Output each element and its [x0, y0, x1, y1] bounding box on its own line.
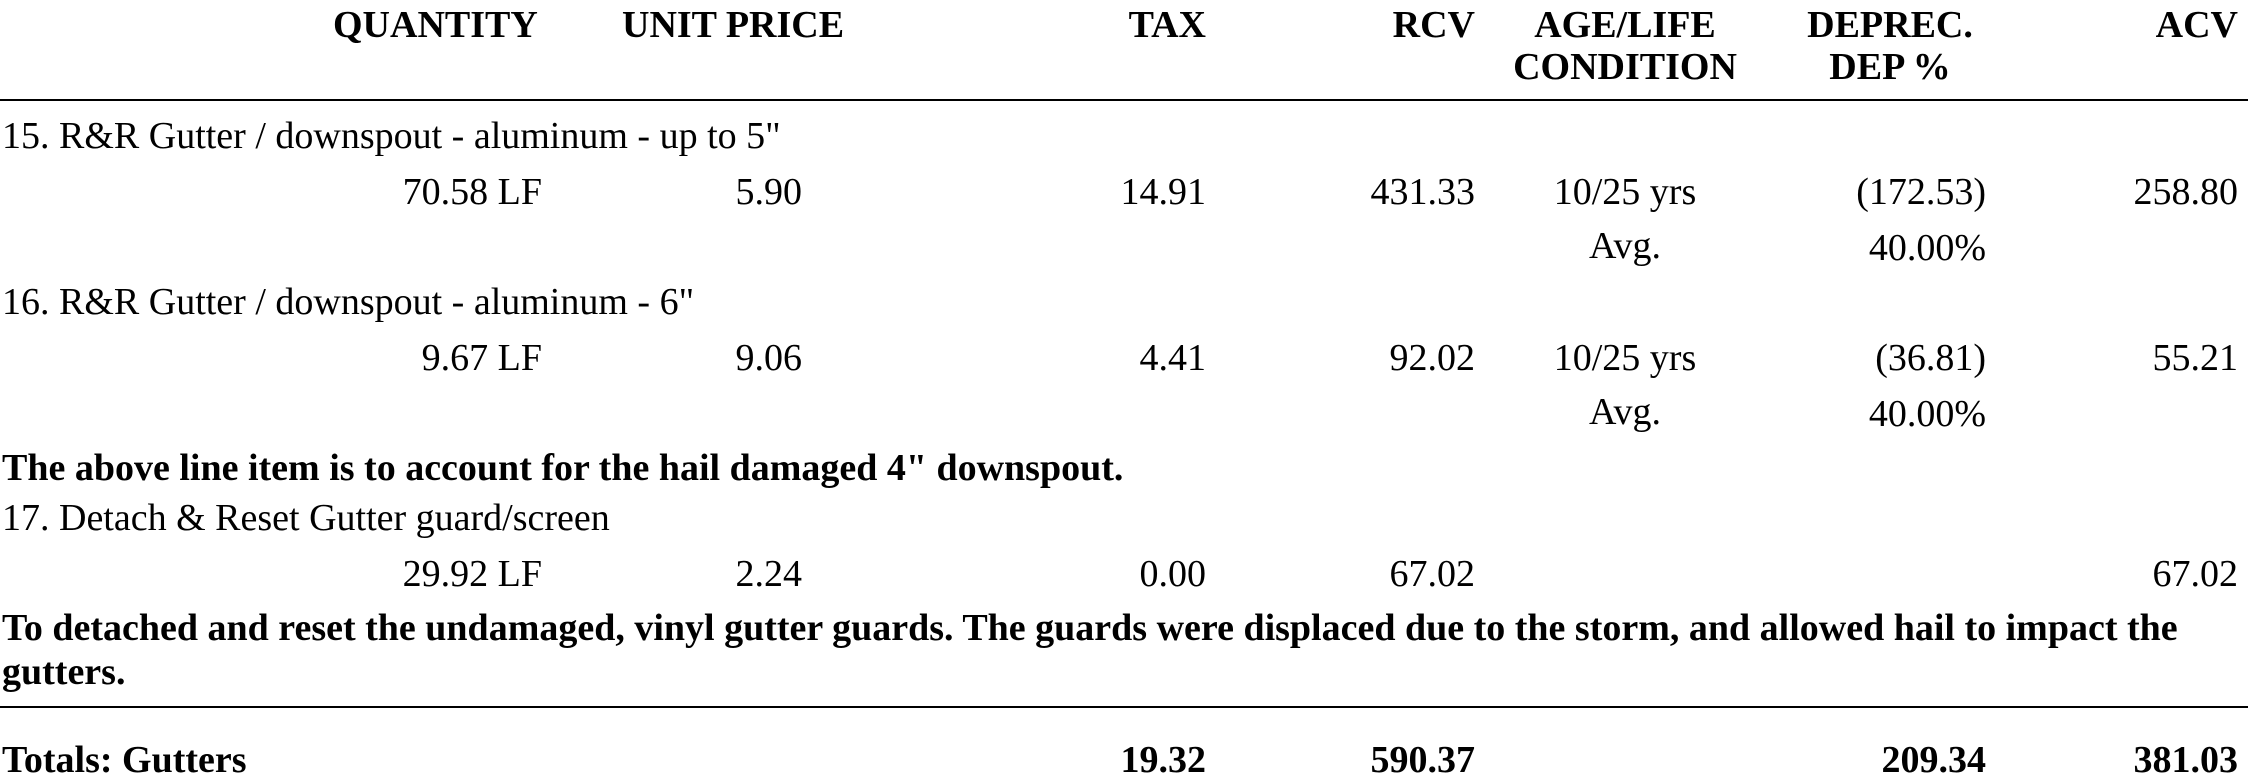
- totals-label: Totals: Gutters: [2, 739, 247, 781]
- header-acv: ACV: [2155, 4, 2238, 46]
- header-tax: TAX: [1128, 4, 1206, 46]
- item-16-condition: Avg.: [1588, 391, 1662, 433]
- item-16-unit-price: 9.06: [735, 337, 803, 379]
- item-16-rcv: 92.02: [1389, 337, 1476, 379]
- item-15-age-life: 10/25 yrs: [1553, 171, 1697, 213]
- item-17-quantity: 29.92 LF: [402, 553, 542, 595]
- item-15-condition: Avg.: [1588, 225, 1662, 267]
- header-age-life-line2: CONDITION: [1513, 46, 1737, 88]
- header-age-life-line1: AGE/LIFE: [1534, 4, 1716, 46]
- totals-deprec: 209.34: [1881, 739, 1987, 781]
- totals-tax: 19.32: [1120, 739, 1207, 781]
- header-deprec-line2: DEP %: [1829, 46, 1951, 88]
- item-15-description: 15. R&R Gutter / downspout - aluminum - …: [2, 115, 781, 157]
- item-15-deprec: (172.53): [1856, 171, 1986, 213]
- totals-divider: [0, 706, 2248, 708]
- item-15-acv: 258.80: [2133, 171, 2239, 213]
- header-age-life: AGE/LIFE CONDITION: [1500, 4, 1750, 88]
- header-divider: [0, 99, 2248, 101]
- item-15-tax: 14.91: [1120, 171, 1207, 213]
- item-17-acv: 67.02: [2152, 553, 2239, 595]
- item-15-dep-pct: 40.00%: [1868, 227, 1986, 269]
- item-16-acv: 55.21: [2152, 337, 2239, 379]
- item-16-note: The above line item is to account for th…: [2, 447, 1124, 489]
- item-17-note: To detached and reset the undamaged, vin…: [2, 607, 2178, 693]
- header-deprec: DEPREC. DEP %: [1790, 4, 1990, 88]
- item-16-age-life: 10/25 yrs: [1553, 337, 1697, 379]
- item-15-rcv: 431.33: [1370, 171, 1476, 213]
- item-16-description: 16. R&R Gutter / downspout - aluminum - …: [2, 281, 695, 323]
- header-deprec-line1: DEPREC.: [1807, 4, 1973, 46]
- header-quantity: QUANTITY: [333, 4, 538, 46]
- item-17-rcv: 67.02: [1389, 553, 1476, 595]
- totals-rcv: 590.37: [1370, 739, 1476, 781]
- header-rcv: RCV: [1392, 4, 1475, 46]
- item-16-tax: 4.41: [1139, 337, 1207, 379]
- item-16-deprec: (36.81): [1875, 337, 1986, 379]
- item-16-quantity: 9.67 LF: [421, 337, 542, 379]
- header-unit-price: UNIT PRICE: [622, 4, 845, 46]
- item-17-unit-price: 2.24: [735, 553, 803, 595]
- item-16-dep-pct: 40.00%: [1868, 393, 1986, 435]
- item-17-description: 17. Detach & Reset Gutter guard/screen: [2, 497, 610, 539]
- item-15-unit-price: 5.90: [735, 171, 803, 213]
- item-15-quantity: 70.58 LF: [402, 171, 542, 213]
- totals-acv: 381.03: [2133, 739, 2239, 781]
- item-17-tax: 0.00: [1139, 553, 1207, 595]
